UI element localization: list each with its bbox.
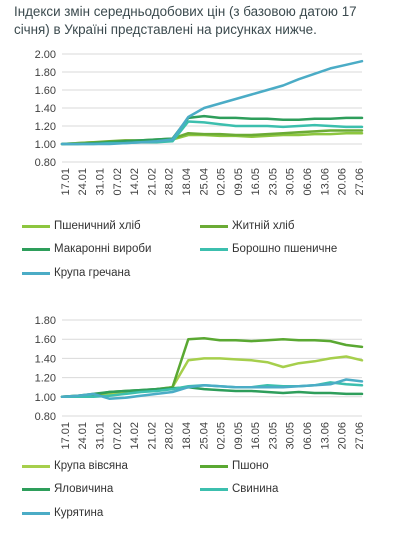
- legend-swatch: [22, 511, 50, 515]
- chart-cereals-meat: 0.80 1.00 1.20 1.40 1.60 1.80 17.01 24.01 31.01 0…: [35, 315, 366, 450]
- x-tick-label: 06.06: [302, 168, 314, 196]
- x-tick-label: 06.06: [302, 422, 314, 450]
- y-tick-label: 1.60: [35, 85, 56, 97]
- x-tick-label: 24.01: [77, 422, 89, 450]
- legend-item: Свинина: [200, 483, 278, 495]
- legend-swatch: [22, 464, 50, 468]
- x-tick-label: 13.06: [319, 422, 331, 450]
- y-tick-label: 0.80: [35, 157, 56, 169]
- x-tick-label: 14.02: [129, 168, 141, 196]
- legend-swatch: [200, 487, 228, 491]
- x-tick-label: 17.01: [60, 422, 72, 450]
- y-tick-label: 1.80: [35, 315, 56, 327]
- y-tick-label: 1.80: [35, 67, 56, 79]
- legend-cereals-meat: Крупа вівсяна Пшоно Яловичина Свинина Куряти…: [22, 460, 392, 530]
- x-tick-label: 07.02: [112, 422, 124, 450]
- series-line-3: [60, 385, 364, 399]
- x-tick-label: 20.06: [337, 168, 349, 196]
- y-tick-label: 1.60: [35, 334, 56, 346]
- x-tick-label: 25.04: [198, 168, 210, 196]
- legend-grain-products: Пшеничний хліб Житній хліб Макаронні вироб…: [22, 220, 392, 286]
- y-tick-label: 1.00: [35, 139, 56, 151]
- legend-label: Свинина: [232, 483, 279, 495]
- intro-paragraph: Індекси змін середньодобових цін (з базо…: [14, 4, 357, 37]
- legend-label: Яловичина: [54, 483, 114, 495]
- legend-swatch: [200, 224, 228, 228]
- y-tick-label: 1.20: [35, 121, 56, 133]
- x-tick-label: 18.04: [181, 168, 193, 196]
- x-tick-label: 27.06: [354, 422, 366, 450]
- x-tick-label: 31.01: [94, 168, 106, 196]
- series-line-2: [60, 336, 364, 399]
- y-tick-label: 1.40: [35, 103, 56, 115]
- legend-swatch: [22, 487, 50, 491]
- x-tick-label: 21.02: [146, 168, 158, 196]
- x-tick-label: 02.05: [216, 422, 228, 450]
- legend-label: Крупа вівсяна: [54, 460, 128, 472]
- y-tick-label: 2.00: [35, 49, 56, 61]
- legend-item: Крупа вівсяна: [22, 460, 128, 472]
- x-tick-label: 30.05: [285, 168, 297, 196]
- legend-item: Пшеничний хліб: [22, 220, 141, 232]
- legend-label: Макаронні вироби: [54, 243, 152, 255]
- legend-label: Крупа гречана: [54, 267, 131, 279]
- y-tick-label: 1.00: [35, 392, 56, 404]
- chart-grain-products: 0.80 1.00 1.20 1.40 1.60 1.80 2.00 17.01 24.01 31…: [35, 49, 366, 196]
- y-tick-label: 1.40: [35, 353, 56, 365]
- legend-label: Курятина: [54, 507, 104, 519]
- legend-item: Крупа гречана: [22, 267, 130, 279]
- x-tick-label: 02.05: [216, 168, 228, 196]
- series-line-5: [60, 59, 364, 146]
- legend-item: Курятина: [22, 507, 103, 519]
- x-tick-label: 21.02: [146, 422, 158, 450]
- x-tick-label: 09.05: [233, 422, 245, 450]
- legend-swatch: [22, 247, 50, 251]
- x-tick-label: 16.05: [250, 168, 262, 196]
- legend-item: Борошно пшеничне: [200, 243, 337, 255]
- legend-item: Пшоно: [200, 460, 269, 472]
- legend-swatch: [22, 224, 50, 228]
- x-tick-label: 24.01: [77, 168, 89, 196]
- x-tick-label: 18.04: [181, 422, 193, 450]
- legend-label: Борошно пшеничне: [232, 243, 338, 255]
- x-tick-label: 16.05: [250, 422, 262, 450]
- x-tick-label: 31.01: [94, 422, 106, 450]
- x-tick-label: 13.06: [319, 168, 331, 196]
- x-tick-label: 20.06: [337, 422, 349, 450]
- legend-swatch: [22, 271, 50, 275]
- legend-item: Яловичина: [22, 483, 113, 495]
- x-tick-label: 09.05: [233, 168, 245, 196]
- x-tick-label: 07.02: [112, 168, 124, 196]
- legend-item: Житній хліб: [200, 220, 294, 232]
- legend-swatch: [200, 247, 228, 251]
- legend-item: Макаронні вироби: [22, 243, 151, 255]
- y-tick-label: 0.80: [35, 411, 56, 423]
- x-tick-label: 27.06: [354, 168, 366, 196]
- legend-label: Житній хліб: [232, 220, 295, 232]
- x-tick-label: 28.02: [164, 422, 176, 450]
- x-tick-label: 30.05: [285, 422, 297, 450]
- x-tick-label: 23.05: [267, 422, 279, 450]
- x-tick-label: 14.02: [129, 422, 141, 450]
- legend-swatch: [200, 464, 228, 468]
- series-line-5: [60, 378, 364, 400]
- x-tick-label: 23.05: [267, 168, 279, 196]
- x-tick-label: 17.01: [60, 168, 72, 196]
- y-tick-label: 1.20: [35, 373, 56, 385]
- legend-label: Пшоно: [232, 460, 269, 472]
- x-tick-label: 25.04: [198, 422, 210, 450]
- x-tick-label: 28.02: [164, 168, 176, 196]
- series-line-1: [60, 355, 364, 399]
- legend-label: Пшеничний хліб: [54, 220, 141, 232]
